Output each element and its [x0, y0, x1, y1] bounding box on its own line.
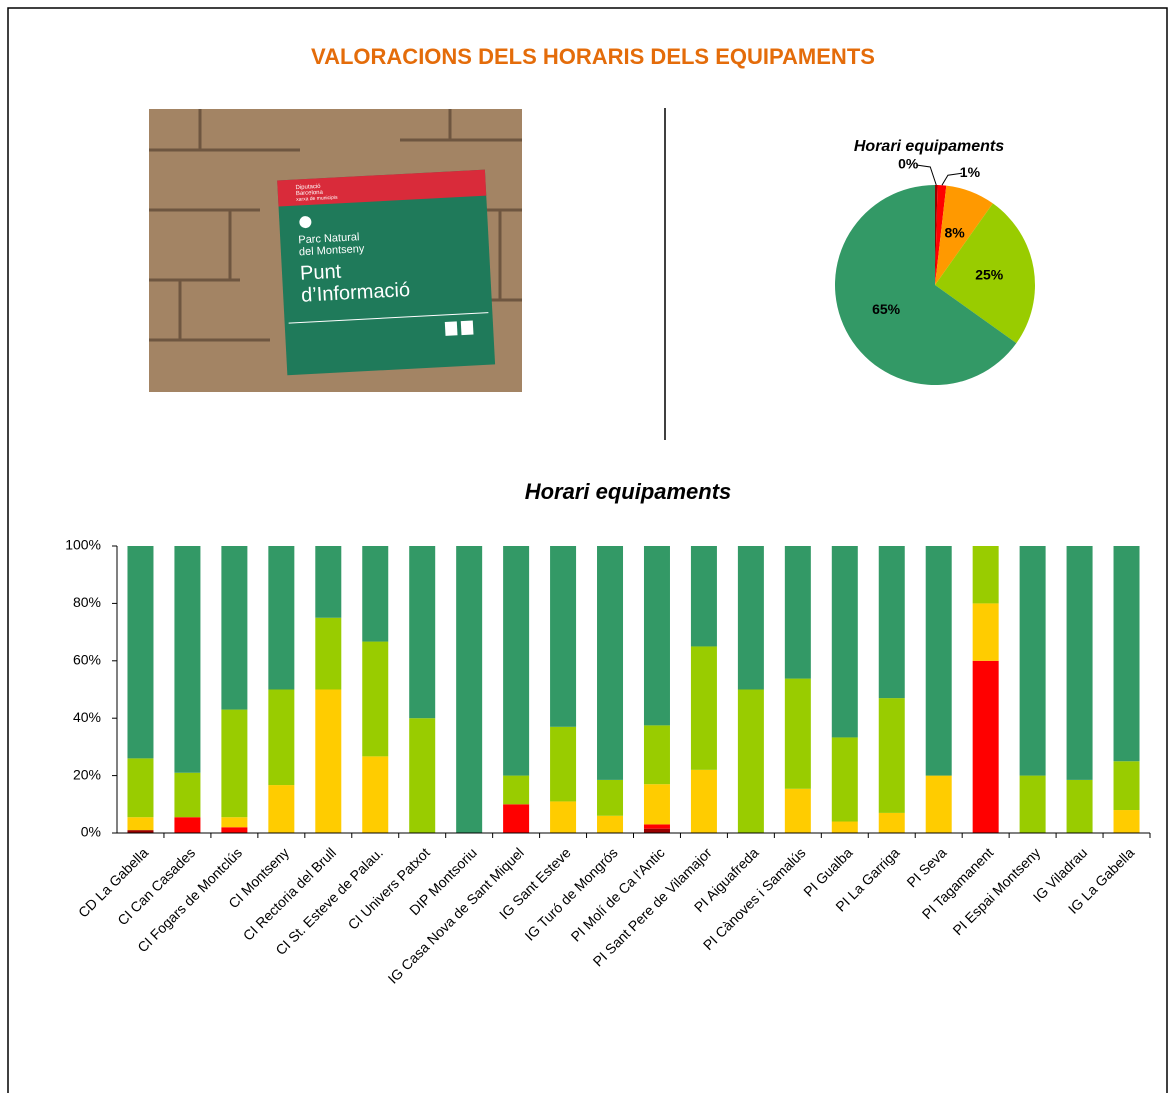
pie-title: Horari equipaments	[854, 138, 1004, 155]
y-tick-label: 80%	[73, 594, 101, 610]
pie-label: 1%	[960, 164, 981, 180]
y-tick-label: 60%	[73, 652, 101, 668]
bar-segment	[503, 776, 529, 805]
bar-segment	[738, 546, 764, 690]
bar-segment	[644, 824, 670, 828]
bar-segment	[879, 698, 905, 813]
bar-segment	[691, 546, 717, 646]
bar-segment	[973, 603, 999, 660]
bar-segment	[550, 546, 576, 727]
photo: Diputació Barcelona xarxa de municipis P…	[149, 109, 522, 392]
bar-segment	[1114, 546, 1140, 761]
leader-line	[916, 165, 936, 185]
bar-segment	[268, 690, 294, 786]
y-tick-label: 40%	[73, 709, 101, 725]
bar-segment	[926, 776, 952, 833]
bar-segment	[409, 546, 435, 718]
bar-segment	[879, 546, 905, 698]
x-tick-label: PI Espai Montseny	[949, 844, 1043, 938]
bar-segment	[362, 756, 388, 833]
pie-label: 8%	[945, 224, 966, 240]
bar-segment	[832, 822, 858, 833]
bar-segment	[503, 546, 529, 776]
page-title: VALORACIONS DELS HORARIS DELS EQUIPAMENT…	[311, 44, 875, 69]
bar-title: Horari equipaments	[525, 479, 732, 504]
bar-segment	[597, 780, 623, 816]
x-tick-label: PI Seva	[903, 844, 949, 890]
bar-segment	[127, 817, 153, 830]
y-tick-label: 20%	[73, 766, 101, 782]
bar-segment	[315, 618, 341, 690]
bar-segment	[174, 817, 200, 833]
bar-segment	[597, 816, 623, 833]
page: VALORACIONS DELS HORARIS DELS EQUIPAMENT…	[0, 0, 1173, 1093]
bar-segment	[315, 546, 341, 618]
bar-segment	[832, 546, 858, 737]
bar-segment	[221, 710, 247, 818]
bar-segment	[268, 785, 294, 833]
pie-label: 0%	[898, 156, 919, 172]
bar-segment	[738, 690, 764, 834]
y-tick-label: 0%	[81, 824, 101, 840]
pie-label: 25%	[975, 267, 1004, 283]
bar-segment	[1020, 776, 1046, 833]
bar-segment	[644, 829, 670, 833]
sign-icon	[445, 321, 458, 336]
bar-segment	[456, 546, 482, 833]
bar-segment	[644, 546, 670, 725]
bar-segment	[691, 770, 717, 833]
bar-segment	[268, 546, 294, 690]
bar-segment	[597, 546, 623, 780]
bar-segment	[785, 546, 811, 679]
bar-segment	[362, 546, 388, 642]
bar-segment	[362, 642, 388, 757]
bar-segment	[315, 690, 341, 834]
y-tick-label: 100%	[65, 537, 101, 553]
bar-segment	[926, 546, 952, 776]
bar-segment	[1067, 780, 1093, 833]
bar-segment	[221, 546, 247, 710]
bar-segment	[973, 546, 999, 603]
x-tick-label: CI Univers Patxot	[345, 844, 433, 932]
sign-heading: Punt	[300, 261, 343, 285]
bar-segment	[973, 661, 999, 833]
bar-segment	[503, 804, 529, 833]
sign: Diputació Barcelona xarxa de municipis P…	[277, 170, 495, 376]
bar-segment	[879, 813, 905, 833]
bar-segment	[127, 758, 153, 817]
bar-segment	[691, 646, 717, 769]
bar-segment	[550, 801, 576, 833]
bar-segment	[1114, 810, 1140, 833]
bar-segment	[174, 546, 200, 773]
bar-segment	[785, 679, 811, 789]
bar-segment	[221, 827, 247, 833]
bar-segment	[1114, 761, 1140, 810]
bar-segment	[644, 784, 670, 824]
bar-segment	[550, 727, 576, 802]
bar-segment	[1067, 546, 1093, 780]
bar-segment	[832, 737, 858, 821]
sign-icon	[461, 320, 474, 335]
bar-segment	[174, 773, 200, 817]
bar-segment	[221, 817, 247, 827]
bar-segment	[1020, 546, 1046, 776]
bar-segment	[644, 725, 670, 784]
bar-segment	[409, 718, 435, 833]
bar-segment	[785, 789, 811, 833]
pie-label: 65%	[872, 301, 901, 317]
bar-segment	[127, 546, 153, 758]
